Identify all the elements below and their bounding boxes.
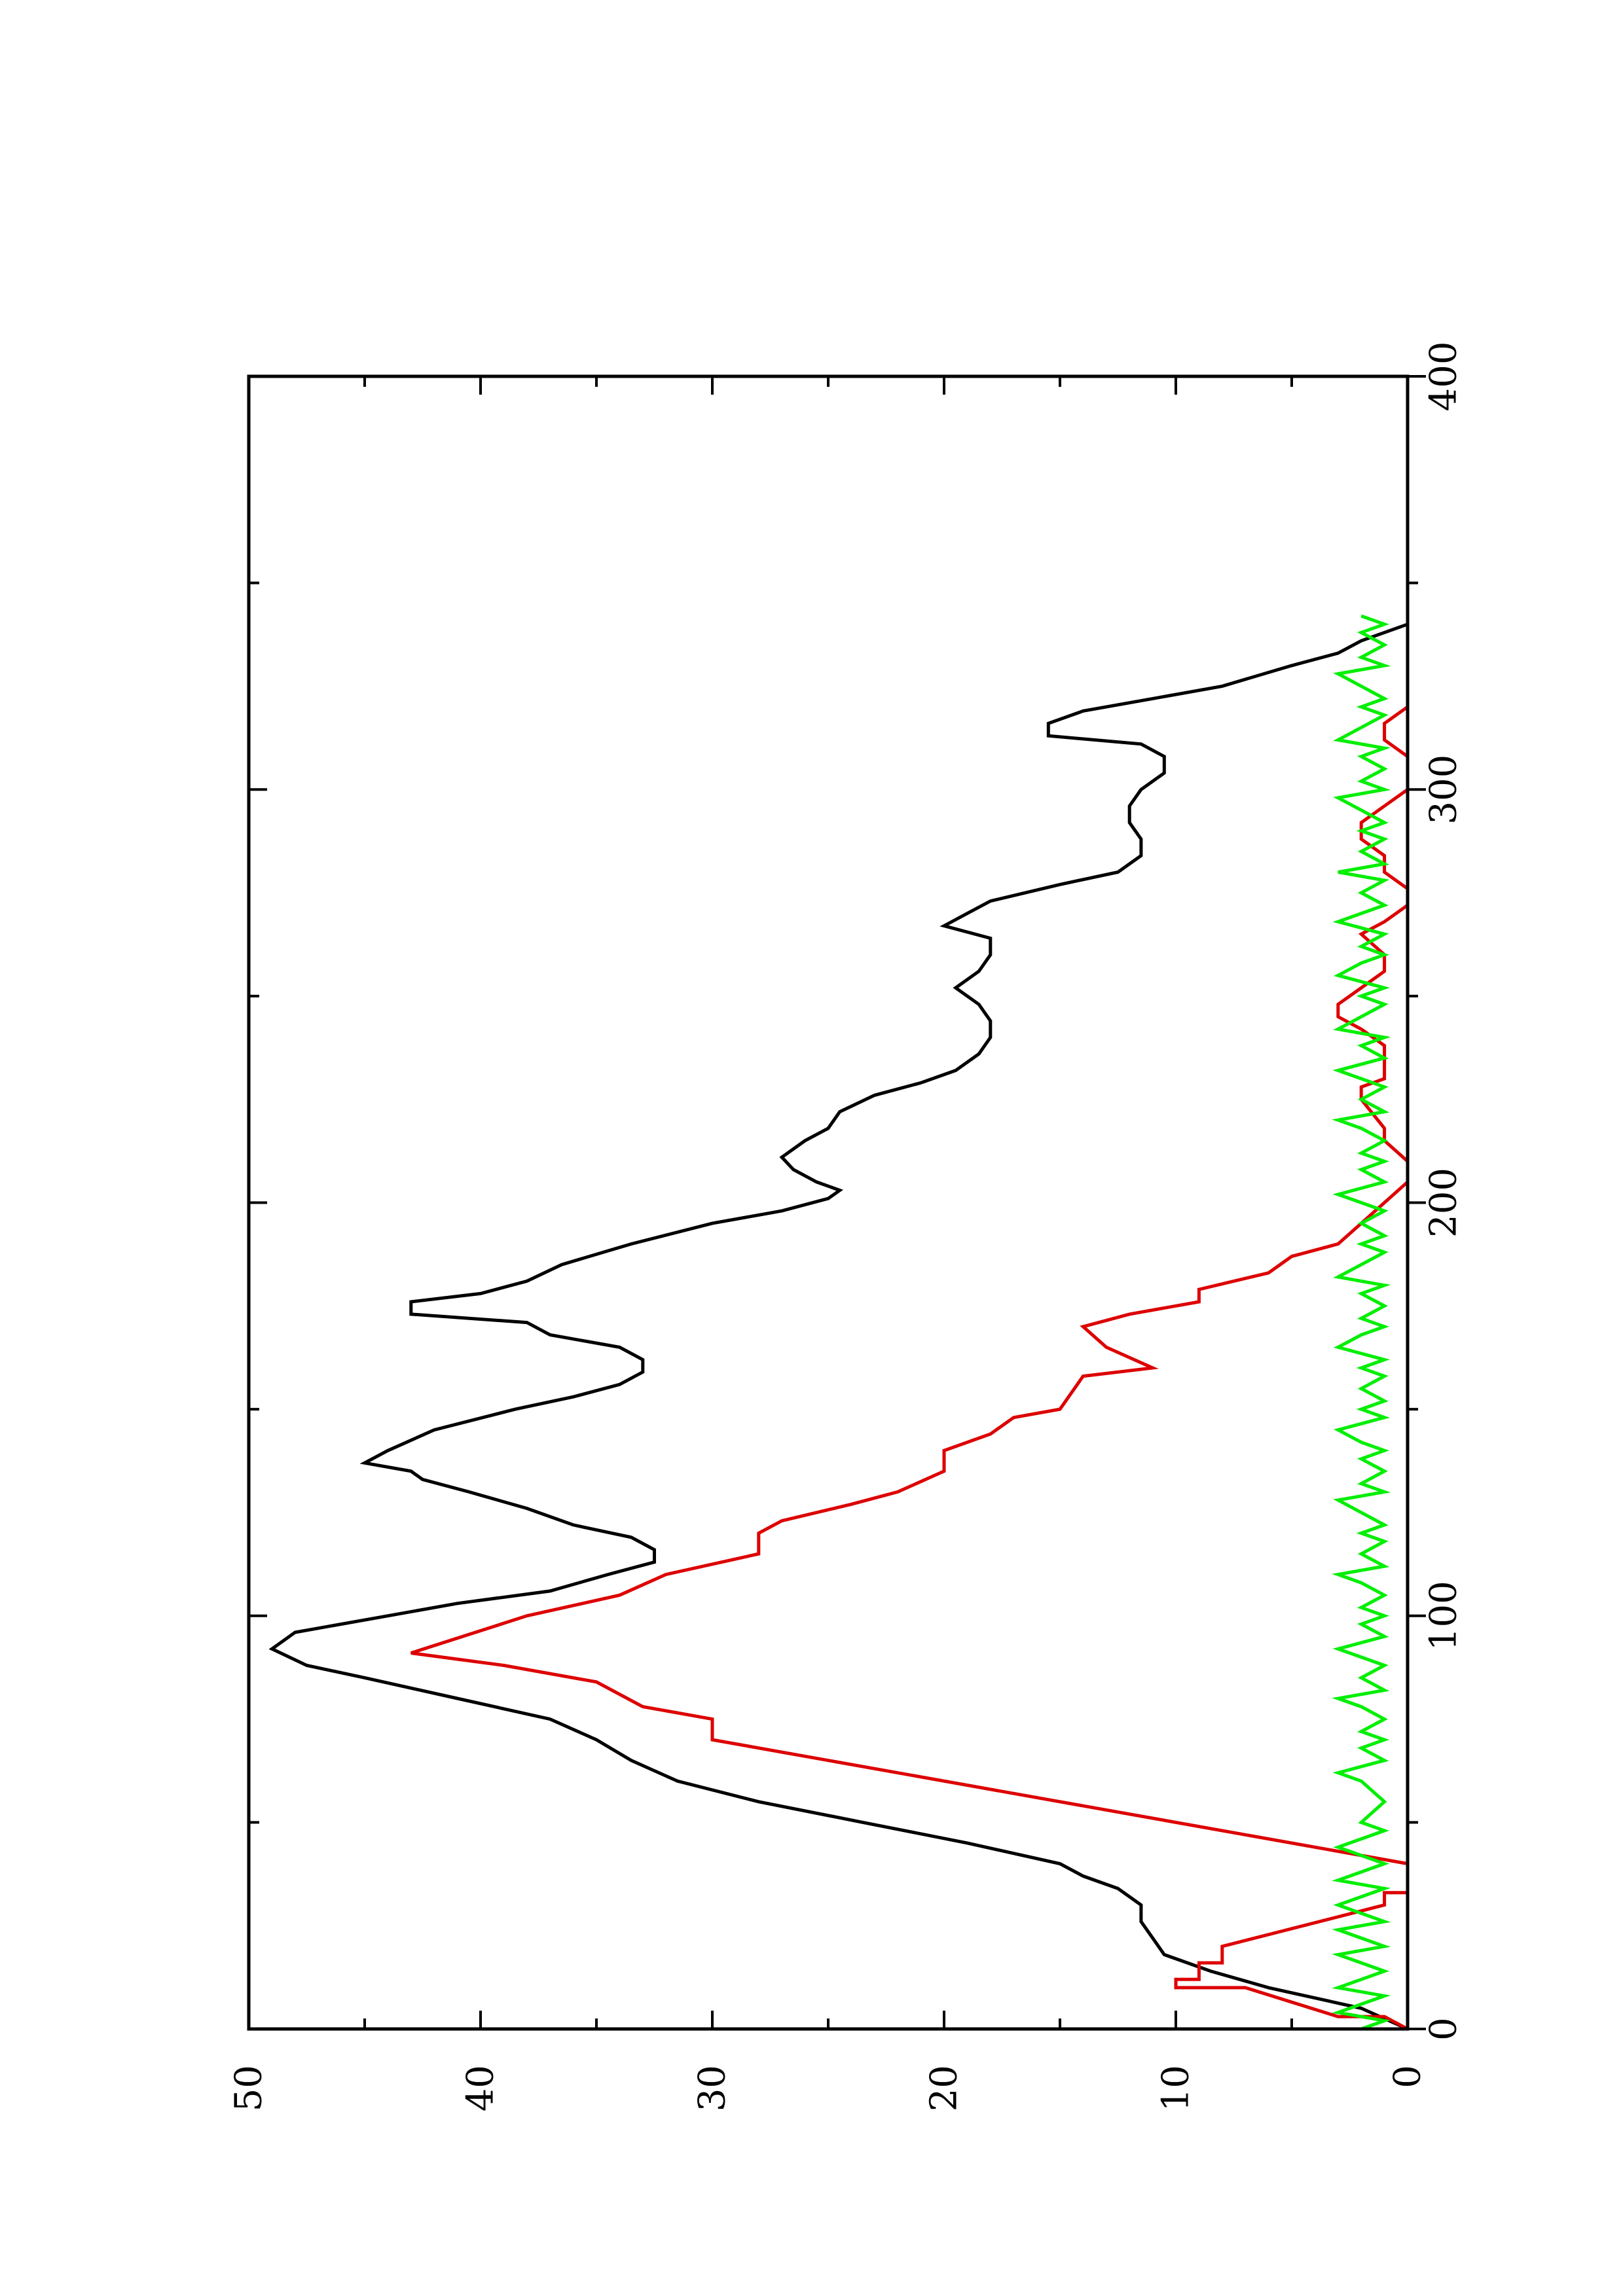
chart-marks — [268, 614, 1410, 2031]
x-tick-label: 200 — [1423, 1168, 1465, 1238]
tick-marks — [247, 375, 1426, 2030]
series-line-1 — [268, 622, 1409, 2031]
x-tick-label: 400 — [1423, 342, 1465, 412]
series-line-2 — [410, 665, 1410, 2031]
y-tick-label: 0 — [1387, 2065, 1429, 2089]
plot-frame — [247, 374, 1410, 2031]
series-line-3 — [1332, 614, 1391, 2031]
y-tick-label: 20 — [923, 2065, 966, 2111]
x-tick-label: 300 — [1423, 755, 1465, 825]
y-tick-label: 40 — [460, 2065, 502, 2111]
y-tick-label: 50 — [228, 2065, 270, 2111]
x-tick-label: 100 — [1423, 1581, 1465, 1651]
y-tick-label: 30 — [691, 2065, 734, 2111]
tick-labels: 0 100 200 300 400 0 10 20 30 40 50 — [228, 342, 1465, 2112]
y-tick-label: 10 — [1155, 2065, 1197, 2111]
x-tick-label: 0 — [1423, 2017, 1465, 2041]
